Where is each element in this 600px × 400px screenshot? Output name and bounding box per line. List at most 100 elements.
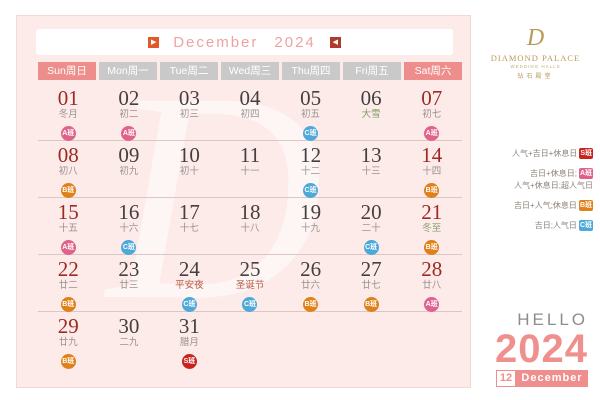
- lunar-label: 十八: [240, 223, 260, 234]
- badge-legend: 人气+吉日+休息日 S班 吉日+休息日; A班 人气+休息日;超人气日 吉日+人气;休息日…: [471, 148, 593, 240]
- prev-month-button[interactable]: ▶: [148, 36, 160, 48]
- date-number: 02: [118, 86, 140, 110]
- date-cell-06[interactable]: 06 大雪: [341, 84, 402, 140]
- date-number: 11: [239, 143, 261, 167]
- next-month-button[interactable]: ◀: [329, 36, 341, 48]
- badge-slot: [159, 179, 220, 196]
- date-number: 07: [421, 86, 443, 110]
- weekday-header: Wed周三: [221, 62, 279, 80]
- date-cell-10[interactable]: 10 初十: [159, 141, 220, 197]
- date-cell-16[interactable]: 16 十六 C班: [99, 198, 160, 255]
- legend-line: 吉日+休息日; A班: [471, 168, 593, 179]
- date-cell-11[interactable]: 11 十一: [220, 141, 281, 197]
- lunar-label: 大雪: [361, 109, 381, 120]
- shift-badge-c: C班: [121, 240, 137, 255]
- date-cell-31[interactable]: 31 腊月 S班: [159, 312, 220, 369]
- date-cell-24[interactable]: 24 平安夜 C班: [159, 255, 220, 312]
- legend-badge-b: B班: [578, 200, 593, 211]
- legend-line: 人气+休息日;超人气日: [471, 180, 593, 191]
- badge-slot: B班: [341, 293, 402, 312]
- date-cell-20[interactable]: 20 二十 C班: [341, 198, 402, 255]
- lunar-label: 圣诞节: [235, 280, 265, 291]
- lunar-label: 二十: [361, 223, 381, 234]
- lunar-label: 十六: [119, 223, 139, 234]
- badge-slot: [99, 179, 160, 196]
- date-number: 17: [178, 200, 200, 224]
- calendar-grid: 01 冬月 A班 02 初二 A班 03 初三 04 初四 05 初五 C班 06 大雪 07 初七 A班 08 初八…: [38, 84, 462, 369]
- month-ribbon: 12 December: [496, 370, 588, 387]
- date-cell-15[interactable]: 15 十五 A班: [38, 198, 99, 255]
- date-cell-03[interactable]: 03 初三: [159, 84, 220, 140]
- legend-text: 吉日+休息日;: [530, 169, 577, 178]
- date-cell-18[interactable]: 18 十八: [220, 198, 281, 254]
- badge-slot: B班: [38, 293, 99, 312]
- week-row: 15 十五 A班 16 十六 C班 17 十七 18 十八 19 十九 20 二十 C班 21 冬至 B班: [38, 198, 462, 255]
- lunar-label: 初二: [119, 109, 139, 120]
- lunar-label: 十四: [422, 166, 442, 177]
- date-cell-08[interactable]: 08 初八 B班: [38, 141, 99, 198]
- date-cell-13[interactable]: 13 十三: [341, 141, 402, 197]
- date-cell-19[interactable]: 19 十九: [280, 198, 341, 254]
- lunar-label: 十七: [179, 223, 199, 234]
- badge-slot: A班: [38, 236, 99, 255]
- date-cell-21[interactable]: 21 冬至 B班: [401, 198, 462, 255]
- shift-badge-a: A班: [121, 126, 137, 141]
- date-cell-14[interactable]: 14 十四 B班: [401, 141, 462, 198]
- date-number: 13: [360, 143, 382, 167]
- date-number: 29: [57, 314, 79, 338]
- badge-slot: C班: [99, 236, 160, 255]
- footer-block: HELLO 2024 12 December: [495, 310, 588, 387]
- date-cell-04[interactable]: 04 初四: [220, 84, 281, 140]
- date-cell-25[interactable]: 25 圣诞节 C班: [220, 255, 281, 312]
- date-cell-01[interactable]: 01 冬月 A班: [38, 84, 99, 141]
- shift-badge-b: B班: [303, 297, 319, 312]
- lunar-label: 冬至: [422, 223, 442, 234]
- date-cell-30[interactable]: 30 二九: [99, 312, 160, 369]
- date-cell-28[interactable]: 28 廿八 A班: [401, 255, 462, 312]
- shift-badge-c: C班: [181, 297, 197, 312]
- date-number: 01: [57, 86, 79, 110]
- lunar-label: 廿二: [58, 280, 78, 291]
- date-number: 24: [178, 257, 200, 281]
- lunar-label: 初四: [240, 109, 260, 120]
- date-cell-27[interactable]: 27 廿七 B班: [341, 255, 402, 312]
- date-number: 31: [178, 314, 200, 338]
- badge-slot: B班: [401, 236, 462, 255]
- date-cell-26[interactable]: 26 廿六 B班: [280, 255, 341, 312]
- date-cell-29[interactable]: 29 廿九 B班: [38, 312, 99, 369]
- month-title: December 2024: [173, 34, 316, 51]
- lunar-label: 腊月: [179, 337, 199, 348]
- date-cell-02[interactable]: 02 初二 A班: [99, 84, 160, 141]
- legend-text: 吉日;人气日: [534, 221, 577, 230]
- date-cell-05[interactable]: 05 初五 C班: [280, 84, 341, 141]
- badge-slot: C班: [159, 293, 220, 312]
- ribbon-month-name: December: [516, 370, 588, 387]
- week-row: 29 廿九 B班 30 二九 31 腊月 S班: [38, 312, 462, 369]
- date-cell-23[interactable]: 23 廿三: [99, 255, 160, 311]
- date-cell-09[interactable]: 09 初九: [99, 141, 160, 197]
- date-number: 16: [118, 200, 140, 224]
- brand-chinese-name: 钻石殿堂: [517, 74, 554, 80]
- lunar-label: 十三: [361, 166, 381, 177]
- date-cell-12[interactable]: 12 十二 C班: [280, 141, 341, 198]
- badge-slot: [280, 236, 341, 253]
- date-cell-22[interactable]: 22 廿二 B班: [38, 255, 99, 312]
- lunar-label: 初十: [179, 166, 199, 177]
- year-label: 2024: [274, 33, 316, 51]
- date-number: 28: [421, 257, 443, 281]
- shift-badge-c: C班: [242, 297, 258, 312]
- date-number: 14: [421, 143, 443, 167]
- date-cell-17[interactable]: 17 十七: [159, 198, 220, 254]
- lunar-label: 平安夜: [175, 280, 204, 291]
- weekday-header: Thu周四: [282, 62, 340, 80]
- badge-slot: A班: [99, 122, 160, 141]
- brand-logo-icon: D: [526, 25, 545, 51]
- date-number: 22: [57, 257, 79, 281]
- date-cell-07[interactable]: 07 初七 A班: [401, 84, 462, 141]
- badge-slot: [99, 350, 160, 367]
- badge-slot: [220, 236, 281, 253]
- shift-badge-a: A班: [60, 240, 76, 255]
- calendar-panel: D ▶ December 2024 ◀ Sun周日 Mon周一 Tue周二 Wed周三…: [16, 15, 471, 388]
- right-sidebar: D DIAMOND PALACE WEDDING HALLS 钻石殿堂 人气+吉…: [471, 0, 600, 400]
